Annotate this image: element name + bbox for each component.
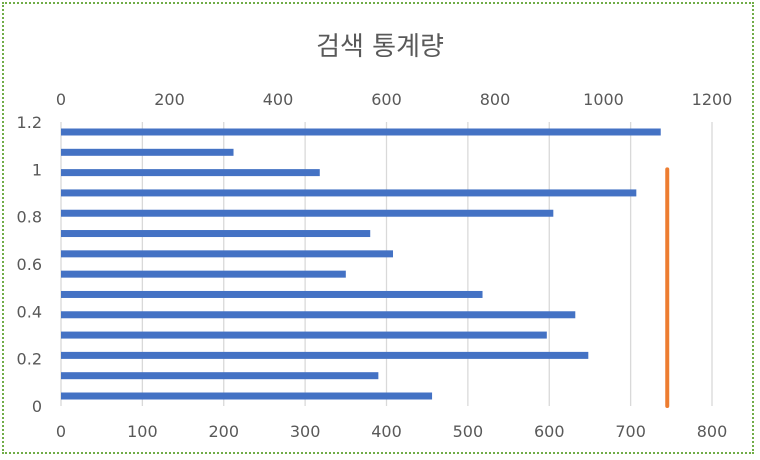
bottom-tick-label: 600	[534, 422, 565, 441]
bar-7	[61, 270, 346, 278]
bar-13	[61, 148, 234, 156]
top-axis: 0 200 400 600 800 1000 1200	[56, 90, 732, 109]
bar-2	[61, 372, 379, 380]
top-tick-label: 1000	[583, 90, 624, 109]
bottom-tick-label: 400	[371, 422, 402, 441]
top-tick-label: 600	[371, 90, 402, 109]
left-tick-label: 1.2	[17, 113, 42, 132]
top-tick-label: 400	[263, 90, 294, 109]
left-tick-label: 0.2	[17, 350, 42, 369]
bar-11	[61, 189, 637, 197]
bar-6	[61, 290, 483, 298]
bottom-tick-label: 300	[290, 422, 321, 441]
top-tick-label: 800	[480, 90, 511, 109]
bar-4	[61, 331, 547, 339]
bottom-tick-label: 100	[127, 422, 158, 441]
bar-8	[61, 250, 394, 258]
bar-12	[61, 169, 320, 177]
left-tick-label: 0.8	[17, 208, 42, 227]
grid-lines	[60, 122, 713, 406]
bottom-tick-label: 200	[208, 422, 239, 441]
bar-3	[61, 351, 589, 359]
top-tick-label: 1200	[692, 90, 733, 109]
left-tick-label: 1	[32, 160, 42, 179]
bar-5	[61, 311, 576, 319]
bottom-tick-label: 0	[56, 422, 66, 441]
left-axis: 0 0.2 0.4 0.6 0.8 1 1.2	[17, 113, 42, 416]
chart-title: 검색 통계량	[316, 32, 444, 62]
bottom-axis: 0 100 200 300 400 500 600 700 800	[56, 422, 727, 441]
bottom-tick-label: 700	[615, 422, 646, 441]
bar-9	[61, 230, 371, 238]
left-tick-label: 0.6	[17, 255, 42, 274]
bottom-tick-label: 500	[453, 422, 484, 441]
bar-14	[61, 128, 661, 136]
top-tick-label: 0	[56, 90, 66, 109]
left-tick-label: 0.4	[17, 302, 42, 321]
bar-10	[61, 209, 554, 217]
left-tick-label: 0	[32, 397, 42, 416]
bars-group	[61, 128, 661, 400]
bottom-tick-label: 800	[697, 422, 728, 441]
bar-1	[61, 392, 433, 400]
top-tick-label: 200	[154, 90, 185, 109]
